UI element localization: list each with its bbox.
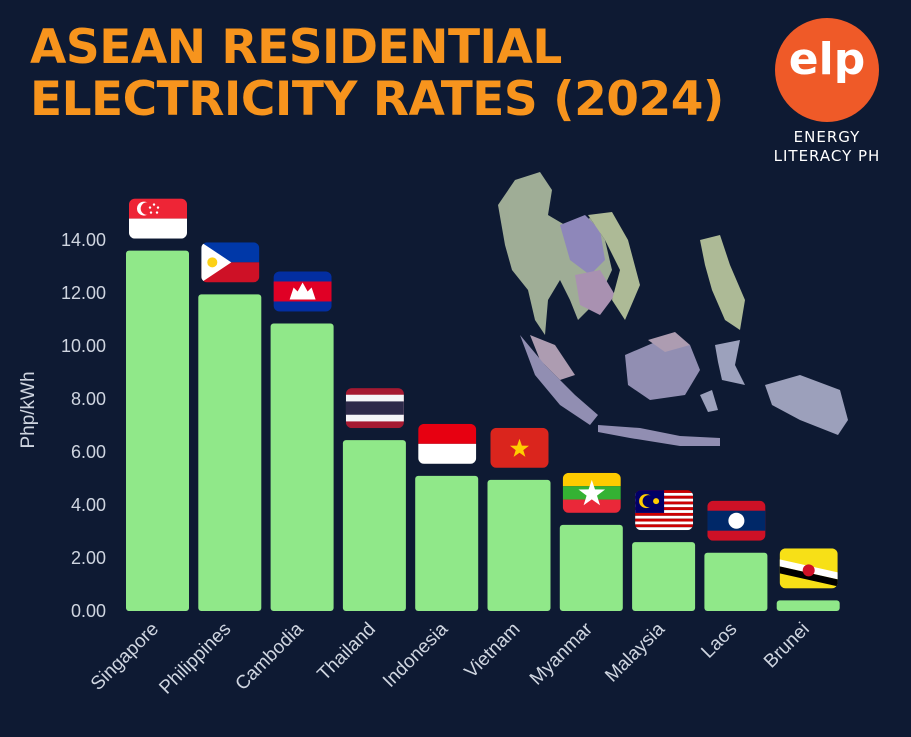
bar-laos: [704, 552, 768, 611]
philippines-flag: [201, 242, 260, 283]
brand-name: ENERGY LITERACY PH: [745, 128, 909, 166]
laos-flag: [707, 500, 766, 541]
brand-line-1: ENERGY: [793, 128, 861, 146]
category-label: Singapore: [87, 619, 163, 695]
brand-line-2: LITERACY PH: [773, 147, 881, 165]
y-tick-label: 6.00: [71, 442, 106, 462]
bars: [126, 250, 840, 611]
y-tick-label: 8.00: [71, 389, 106, 409]
malaysia-flag: [635, 490, 694, 531]
category-label: Cambodia: [232, 618, 308, 694]
category-label: Philippines: [155, 619, 235, 699]
category-label: Vietnam: [461, 619, 525, 683]
flags: [129, 198, 838, 589]
singapore-flag: [129, 198, 187, 239]
page-title: ASEAN RESIDENTIAL ELECTRICITY RATES (202…: [30, 22, 724, 126]
category-label: Indonesia: [379, 618, 452, 691]
bar-malaysia: [632, 542, 696, 611]
cambodia-flag: [273, 271, 332, 312]
y-axis-label: Php/kWh: [18, 371, 39, 448]
title-line-2: ELECTRICITY RATES (2024): [30, 72, 724, 127]
bar-singapore: [126, 250, 189, 611]
bar-indonesia: [415, 475, 479, 611]
y-axis-ticks: 0.00 2.00 4.00 6.00 8.00 10.00 12.00 14.00: [61, 230, 106, 621]
elp-logo: elp: [775, 18, 879, 122]
southeast-asia-map: [498, 172, 848, 446]
y-tick-label: 0.00: [71, 601, 106, 621]
category-label: Laos: [697, 619, 741, 663]
thailand-flag: [345, 388, 404, 429]
bar-myanmar: [559, 524, 623, 611]
vietnam-flag: [490, 427, 549, 468]
category-label: Thailand: [314, 619, 380, 685]
y-tick-label: 14.00: [61, 230, 106, 250]
y-tick-label: 4.00: [71, 495, 106, 515]
category-label: Malaysia: [601, 618, 669, 686]
y-tick-label: 2.00: [71, 548, 106, 568]
y-tick-label: 12.00: [61, 283, 106, 303]
logo-mark: elp: [788, 34, 866, 85]
indonesia-flag: [418, 423, 477, 464]
bar-brunei: [776, 600, 840, 611]
category-label: Brunei: [760, 619, 814, 673]
bar-philippines: [198, 294, 262, 611]
myanmar-flag: [562, 472, 621, 513]
bar-thailand: [342, 440, 406, 611]
title-line-1: ASEAN RESIDENTIAL: [30, 20, 562, 75]
y-tick-label: 10.00: [61, 336, 106, 356]
brunei-flag: [779, 548, 838, 589]
bar-vietnam: [487, 479, 551, 611]
bar-cambodia: [270, 323, 334, 611]
category-label: Myanmar: [526, 618, 597, 689]
